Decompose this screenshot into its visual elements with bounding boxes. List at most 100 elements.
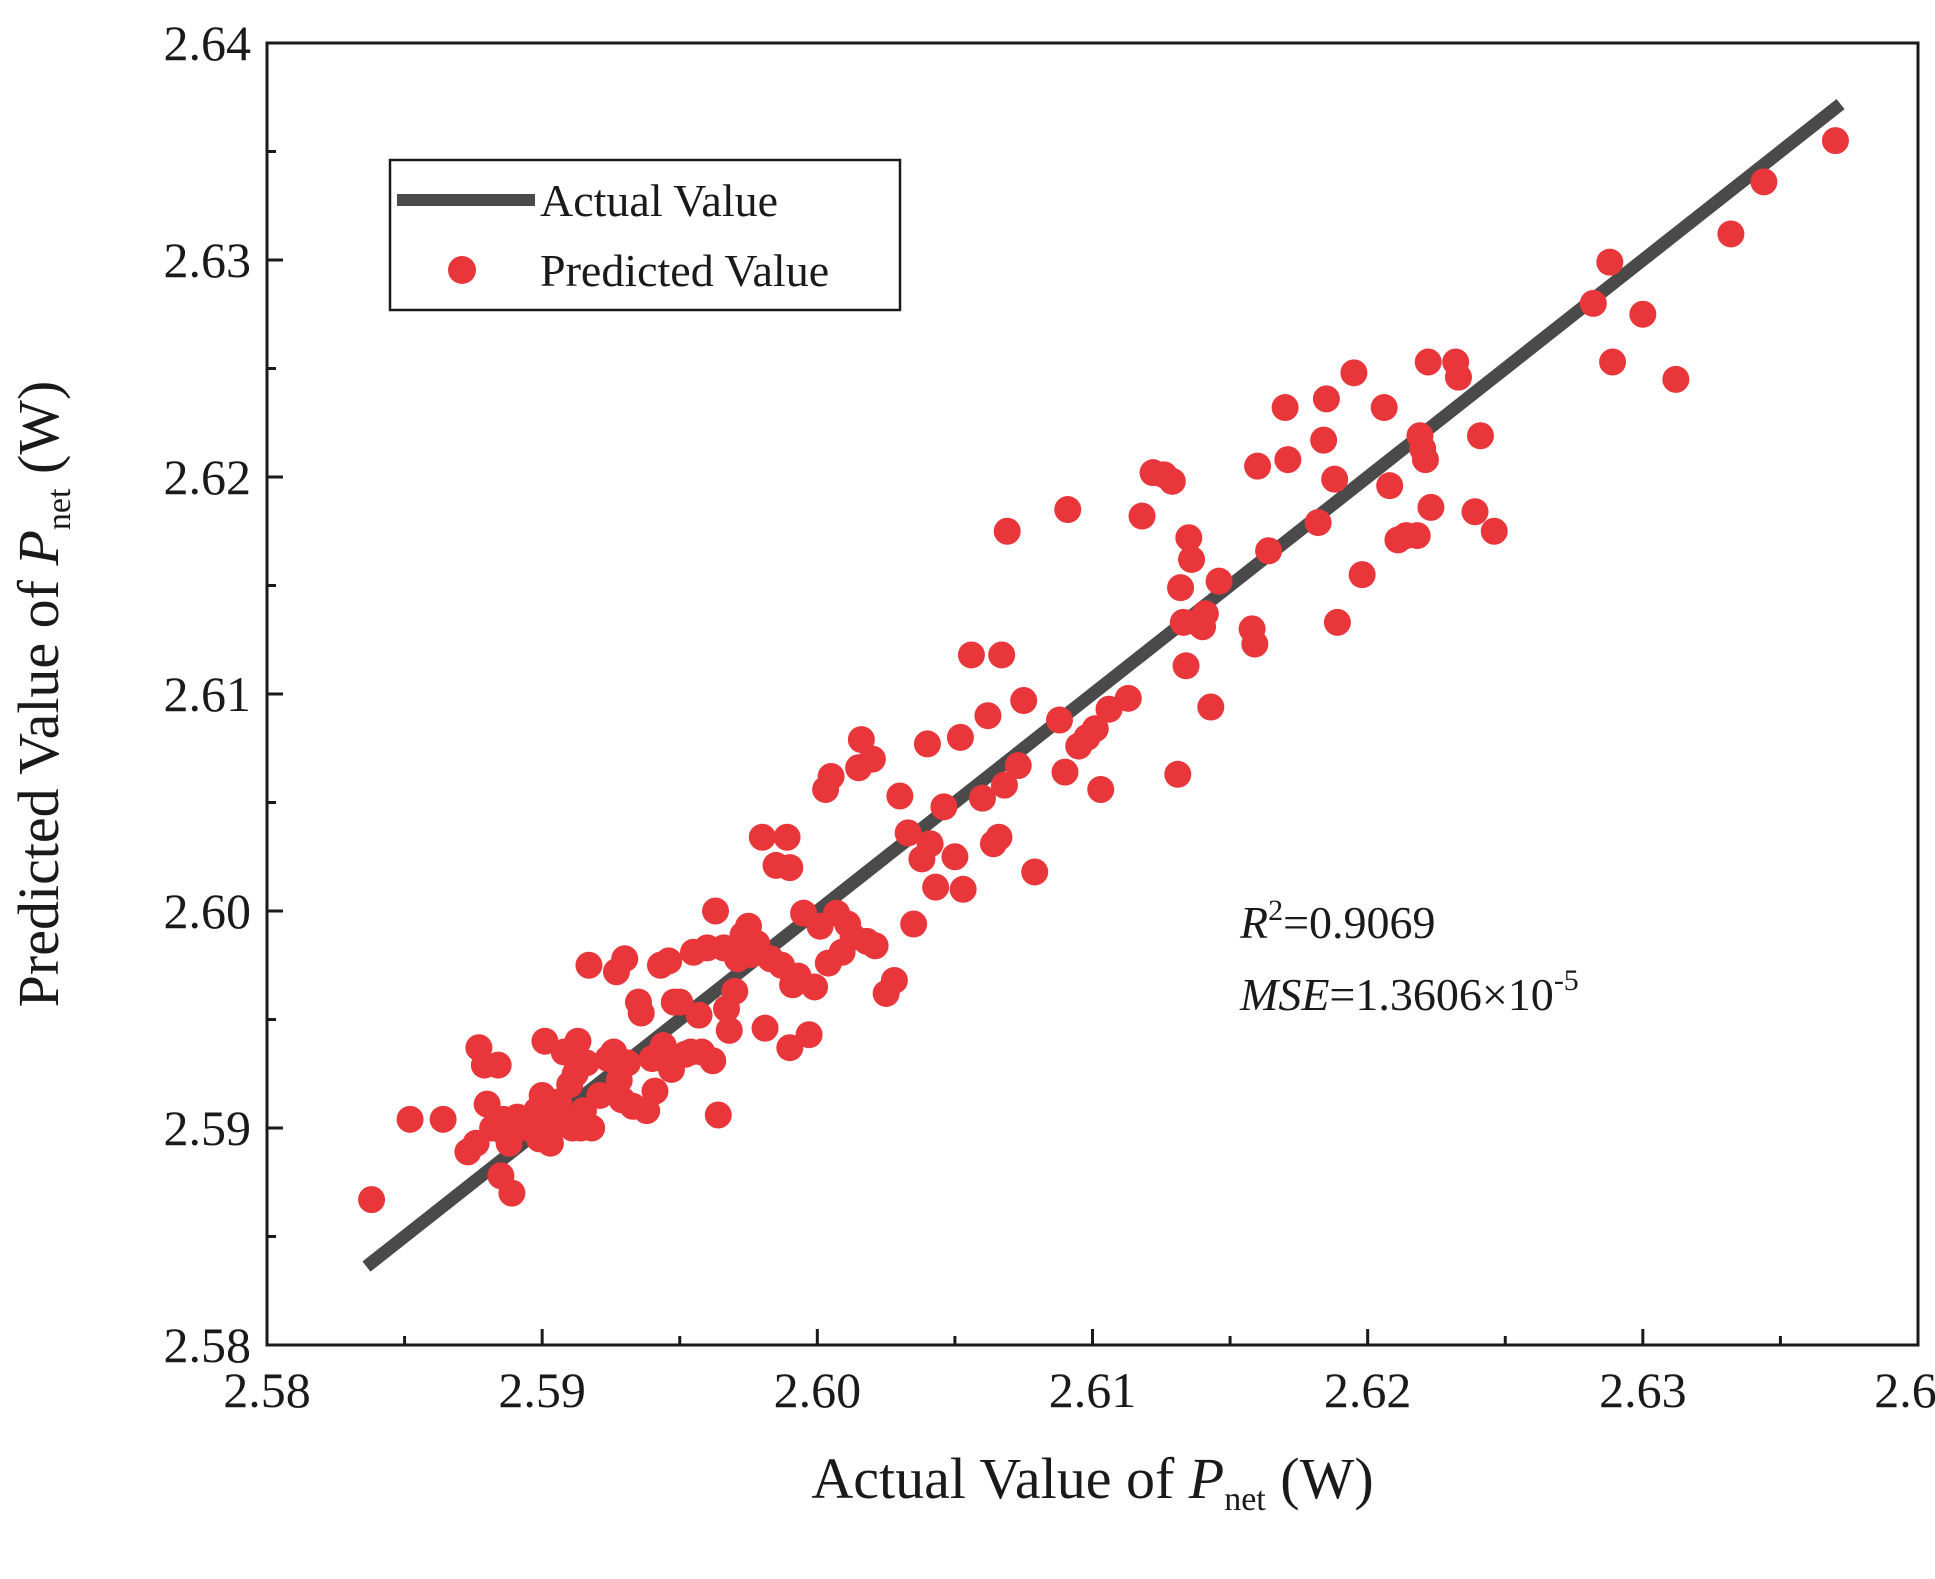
predicted-value-point: [993, 517, 1021, 545]
predicted-value-point: [1175, 524, 1203, 552]
y-tick-label: 2.60: [164, 883, 252, 939]
mse-sup: -5: [1554, 964, 1579, 997]
predicted-value-point: [985, 823, 1013, 851]
predicted-value-point: [861, 932, 889, 960]
predicted-value-point: [1158, 467, 1186, 495]
predicted-value-point: [704, 1101, 732, 1129]
predicted-value-point: [572, 1049, 600, 1077]
predicted-value-point: [396, 1105, 424, 1133]
predicted-value-point: [1323, 608, 1351, 636]
predicted-value-point: [1054, 496, 1082, 524]
r-squared-sup: 2: [1268, 894, 1283, 927]
predicted-value-point: [1599, 348, 1627, 376]
predicted-value-point: [1411, 446, 1439, 474]
predicted-value-point: [1750, 168, 1778, 196]
predicted-value-point: [1579, 289, 1607, 317]
predicted-value-point: [1348, 561, 1376, 589]
predicted-value-point: [773, 823, 801, 851]
y-axis-title: Predicted Value of Pnet (W): [6, 381, 78, 1008]
predicted-value-point: [776, 854, 804, 882]
predicted-value-point: [1312, 385, 1340, 413]
predicted-value-point: [1191, 600, 1219, 628]
predicted-value-point: [721, 977, 749, 1005]
x-axis-title-var: P: [1188, 1446, 1224, 1511]
predicted-value-point: [627, 999, 655, 1027]
predicted-value-point: [1480, 517, 1508, 545]
predicted-value-point: [1304, 509, 1332, 537]
predicted-value-point: [1045, 706, 1073, 734]
predicted-value-point: [1321, 465, 1349, 493]
predicted-value-point: [715, 1016, 743, 1044]
y-tick-label: 2.58: [164, 1317, 252, 1373]
predicted-value-point: [916, 830, 944, 858]
predicted-value-point: [1081, 715, 1109, 743]
predicted-value-point: [611, 945, 639, 973]
predicted-value-point: [1004, 752, 1032, 780]
legend-box: [388, 158, 902, 312]
predicted-value-points: [358, 127, 1849, 1214]
predicted-value-point: [1414, 348, 1442, 376]
r-squared-var: R: [1239, 897, 1268, 948]
x-axis-title: Actual Value of Pnet (W): [811, 1446, 1373, 1518]
y-tick-label: 2.64: [164, 15, 252, 71]
predicted-value-point: [1310, 426, 1338, 454]
predicted-value-point: [498, 1179, 526, 1207]
r-squared-value: =0.9069: [1283, 897, 1435, 948]
predicted-value-point: [641, 1077, 669, 1105]
predicted-value-point: [1403, 522, 1431, 550]
predicted-value-point: [1461, 498, 1489, 526]
predicted-value-point: [575, 951, 603, 979]
predicted-value-point: [484, 1051, 512, 1079]
predicted-value-point: [817, 762, 845, 790]
y-axis-title-post: (W): [6, 381, 71, 489]
predicted-value-point: [776, 1034, 804, 1062]
predicted-value-point: [1717, 220, 1745, 248]
predicted-value-point: [358, 1186, 386, 1214]
predicted-value-point: [1197, 693, 1225, 721]
predicted-value-point: [1370, 394, 1398, 422]
predicted-value-point: [922, 873, 950, 901]
predicted-value-point: [1466, 422, 1494, 450]
predicted-value-point: [1376, 472, 1404, 500]
axis-ticks: 2.58 2.59 2.60 2.61 2.62 2.63 2.64 2.58 2.59 2.60…: [164, 15, 1935, 1418]
predicted-value-point: [1340, 359, 1368, 387]
predicted-value-point: [666, 988, 694, 1016]
predicted-value-point: [702, 897, 730, 925]
predicted-value-point: [564, 1027, 592, 1055]
predicted-value-point: [1021, 858, 1049, 886]
predicted-value-point: [655, 947, 683, 975]
x-tick-label: 2.61: [1049, 1362, 1137, 1418]
y-axis-title-var: P: [6, 530, 71, 566]
predicted-value-point: [578, 1114, 606, 1142]
predicted-value-point: [946, 723, 974, 751]
y-tick-label: 2.59: [164, 1100, 252, 1156]
predicted-value-point: [1629, 300, 1657, 328]
predicted-value-point: [1255, 537, 1283, 565]
predicted-value-point: [748, 823, 776, 851]
predicted-value-point: [930, 793, 958, 821]
predicted-value-point: [1241, 630, 1269, 658]
predicted-value-point: [429, 1105, 457, 1133]
predicted-value-point: [1244, 452, 1272, 480]
x-tick-label: 2.59: [498, 1362, 586, 1418]
predicted-value-point: [1662, 365, 1690, 393]
predicted-value-point: [941, 843, 969, 871]
predicted-value-point: [1821, 127, 1849, 155]
predicted-value-point: [900, 910, 928, 938]
legend: Actual Value Predicted Value: [388, 158, 902, 312]
y-axis-title-pre: Predicted Value of: [6, 566, 71, 1008]
y-axis-title-sub: net: [41, 488, 78, 530]
x-tick-label: 2.62: [1324, 1362, 1412, 1418]
predicted-value-point: [988, 641, 1016, 669]
legend-dot-swatch: [448, 256, 476, 284]
predicted-value-point: [974, 702, 1002, 730]
predicted-value-point: [1178, 545, 1206, 573]
mse-annotation: MSE=1.3606×10-5: [1239, 964, 1579, 1020]
mse-value: =1.3606×10: [1329, 969, 1553, 1020]
predicted-value-point: [801, 973, 829, 1001]
predicted-value-point: [1087, 775, 1115, 803]
legend-label-predicted: Predicted Value: [540, 245, 829, 296]
x-tick-label: 2.63: [1599, 1362, 1687, 1418]
predicted-value-point: [894, 819, 922, 847]
